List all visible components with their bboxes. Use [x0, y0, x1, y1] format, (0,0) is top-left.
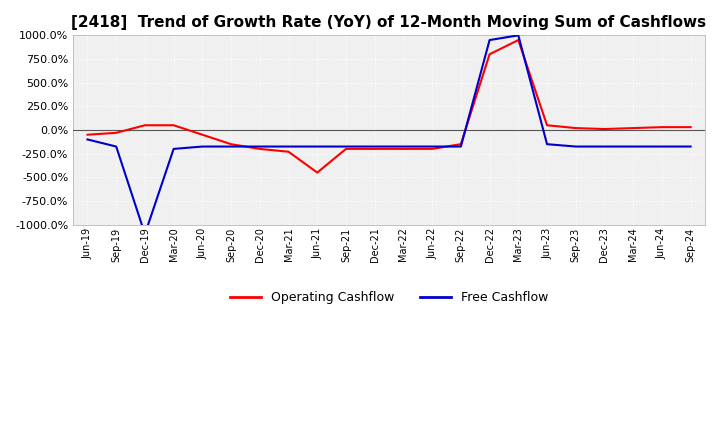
- Legend: Operating Cashflow, Free Cashflow: Operating Cashflow, Free Cashflow: [225, 286, 553, 309]
- Title: [2418]  Trend of Growth Rate (YoY) of 12-Month Moving Sum of Cashflows: [2418] Trend of Growth Rate (YoY) of 12-…: [71, 15, 706, 30]
